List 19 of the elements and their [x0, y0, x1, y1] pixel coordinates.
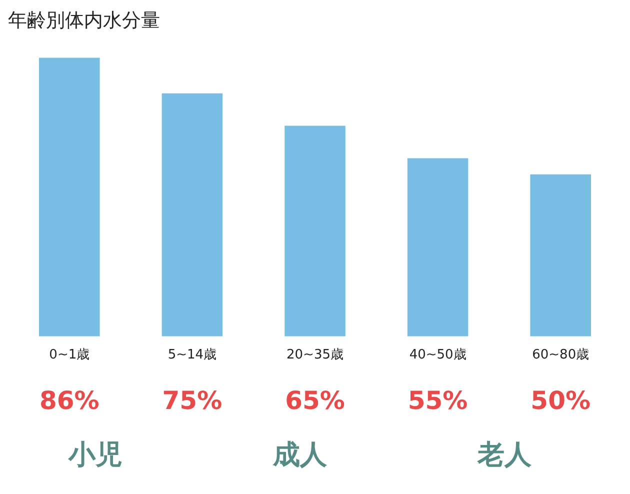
bar — [162, 93, 223, 336]
x-tick-label: 5~14歳 — [168, 348, 217, 363]
data-label: 50% — [530, 386, 591, 415]
text: 老人 — [476, 439, 533, 470]
bar — [39, 58, 100, 336]
x-tick-label: 40~50歳 — [409, 348, 466, 363]
text: 成人 — [272, 439, 328, 470]
chart-title: 年齢別体内水分量 — [8, 9, 160, 32]
text: 小児 — [67, 439, 122, 470]
data-label: 65% — [285, 386, 345, 415]
bar — [530, 174, 591, 336]
data-label: 75% — [162, 386, 222, 415]
bar — [407, 158, 468, 336]
bar — [284, 126, 346, 336]
x-tick-label: 0~1歳 — [49, 348, 90, 363]
data-label: 86% — [39, 386, 100, 415]
x-tick-label: 60~80歳 — [532, 348, 590, 363]
data-label: 55% — [408, 386, 468, 415]
x-tick-label: 20~35歳 — [286, 348, 344, 363]
